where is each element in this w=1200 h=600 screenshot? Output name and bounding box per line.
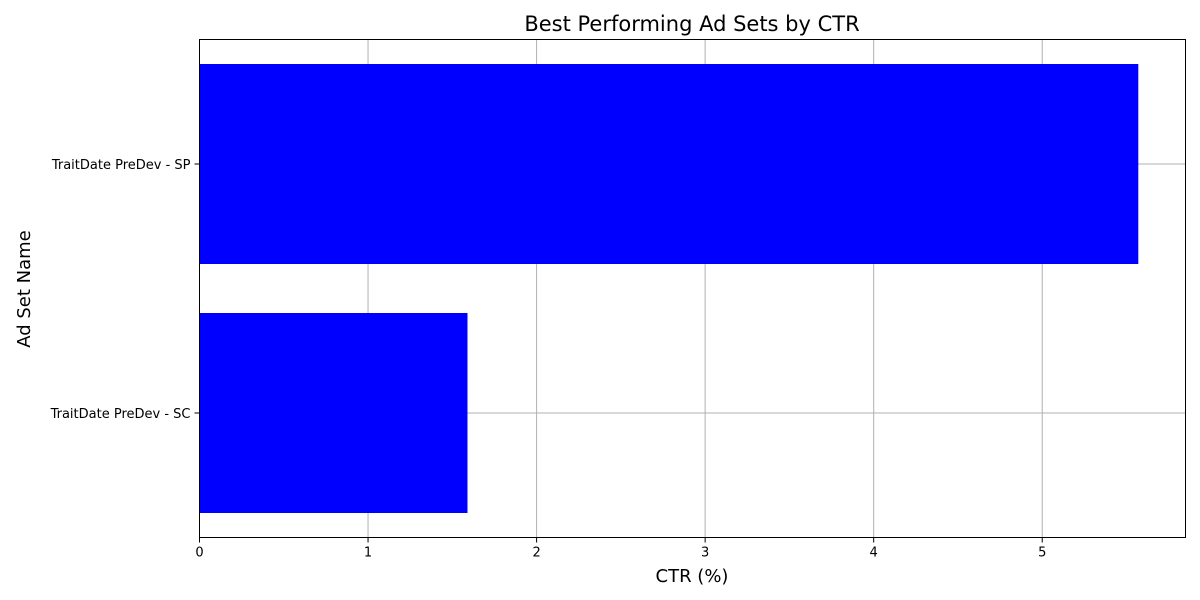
x-tick-label: 5 bbox=[1038, 546, 1046, 561]
y-tick-label: TraitDate PreDev - SP bbox=[51, 158, 191, 173]
chart-title: Best Performing Ad Sets by CTR bbox=[524, 12, 859, 36]
x-tick-label: 2 bbox=[532, 546, 540, 561]
y-tick-label: TraitDate PreDev - SC bbox=[50, 407, 191, 422]
x-axis-label: CTR (%) bbox=[656, 566, 729, 587]
x-tick-label: 0 bbox=[195, 546, 203, 561]
bar bbox=[199, 64, 1139, 264]
y-axis-label: Ad Set Name bbox=[14, 230, 35, 348]
bars bbox=[199, 64, 1139, 513]
x-tick-label: 4 bbox=[870, 546, 878, 561]
bar bbox=[199, 313, 468, 513]
x-tick-label: 1 bbox=[364, 546, 372, 561]
x-tick-label: 3 bbox=[701, 546, 709, 561]
plot-frame bbox=[199, 39, 1186, 538]
ticks: 0 1 2 3 4 5 TraitDate PreDev - SC TraitDate Pre… bbox=[50, 158, 1047, 561]
